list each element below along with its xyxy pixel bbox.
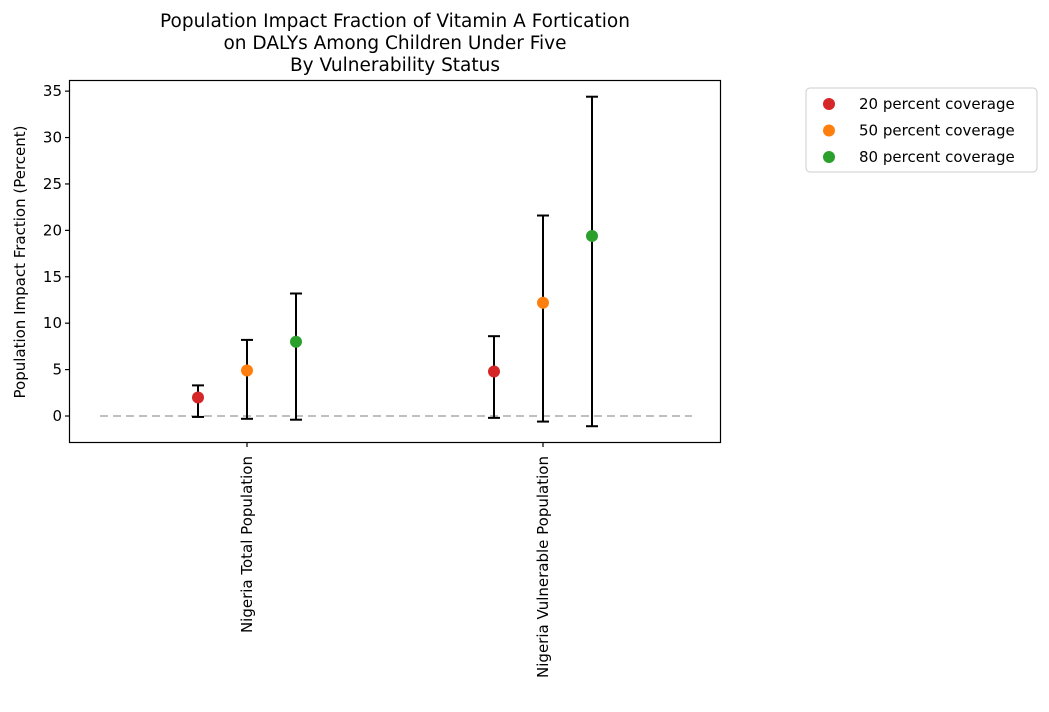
x-tick-label: Nigeria Total Population — [238, 456, 256, 633]
legend-marker — [823, 124, 835, 137]
x-tick-label: Nigeria Vulnerable Population — [534, 456, 552, 678]
y-tick-label: 15 — [43, 268, 62, 286]
legend-marker — [823, 98, 835, 110]
chart-title-line-2: on DALYs Among Children Under Five — [223, 33, 566, 54]
data-point — [488, 365, 500, 378]
data-point — [290, 335, 302, 348]
data-point — [241, 364, 253, 377]
y-tick-label: 5 — [52, 361, 62, 379]
chart-title-line-3: By Vulnerability Status — [290, 55, 500, 76]
chart-title-line-1: Population Impact Fraction of Vitamin A … — [160, 11, 630, 32]
legend-frame — [805, 87, 1038, 173]
y-axis-label: Population Impact Fraction (Percent) — [11, 125, 29, 398]
legend-label: 20 percent coverage — [859, 95, 1015, 113]
y-tick-label: 0 — [52, 407, 62, 425]
y-tick-label: 35 — [43, 82, 62, 100]
y-tick-label: 10 — [43, 314, 62, 332]
chart-title: Population Impact Fraction of Vitamin A … — [160, 11, 630, 76]
legend-label: 50 percent coverage — [859, 122, 1015, 140]
plot-layer: 0 5 10 15 20 25 30 35 Nigeria Total Population Ni… — [43, 82, 692, 678]
legend-marker — [823, 151, 835, 163]
data-point — [586, 229, 598, 242]
y-tick-label: 30 — [43, 129, 62, 147]
y-tick-label: 25 — [43, 175, 62, 193]
y-tick-label: 20 — [43, 221, 62, 239]
legend: 20 percent coverage 50 percent coverage 80… — [805, 87, 1038, 173]
plot-frame — [68, 79, 722, 444]
legend-label: 80 percent coverage — [859, 148, 1015, 166]
data-point — [537, 296, 549, 309]
data-point — [192, 391, 204, 404]
